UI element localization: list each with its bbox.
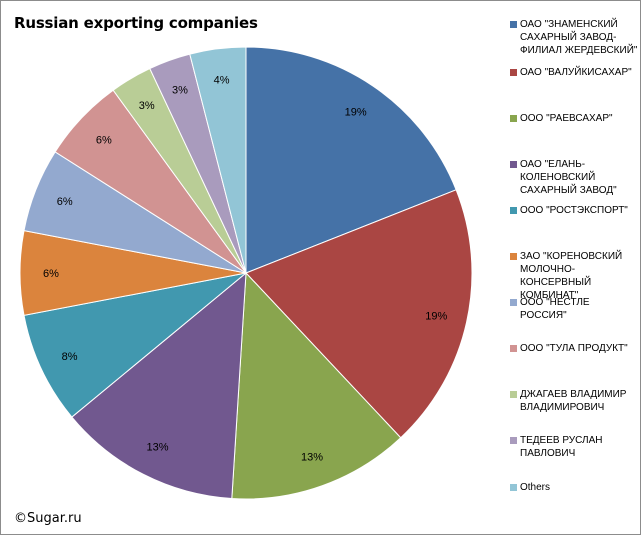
- data-label: 3%: [139, 100, 155, 112]
- pie-slice: [231, 271, 402, 500]
- legend-swatch: [510, 207, 517, 214]
- legend-label: ООО "РАЕВСАХАР": [520, 113, 613, 124]
- legend-swatch: [510, 484, 517, 491]
- legend-label: ДЖАГАЕВ ВЛАДИМИР ВЛАДИМИРОВИЧ: [520, 389, 627, 413]
- chart-title: Russian exporting companies: [14, 14, 258, 32]
- legend-swatch: [510, 253, 517, 260]
- legend-swatch: [510, 437, 517, 444]
- legend-label: ОАО "ЗНАМЕНСКИЙ САХАРНЫЙ ЗАВОД-ФИЛИАЛ ЖЕ…: [520, 19, 638, 56]
- data-label: 3%: [172, 85, 188, 97]
- data-label: 19%: [425, 311, 447, 323]
- legend-swatch: [510, 345, 517, 352]
- legend-label: ОАО "ЕЛАНЬ-КОЛЕНОВСКИЙ САХАРНЫЙ ЗАВОД": [520, 159, 617, 196]
- data-label: 6%: [57, 196, 73, 208]
- legend-label: ООО "НЕСТЛЕ РОССИЯ": [520, 297, 590, 321]
- legend-swatch: [510, 115, 517, 122]
- pie-slice: [245, 46, 457, 274]
- data-label: 13%: [146, 442, 168, 454]
- credit-text: ©Sugar.ru: [14, 511, 82, 526]
- pie-slice: [189, 46, 247, 274]
- pie-slice: [245, 189, 473, 439]
- pie-slice: [23, 272, 247, 418]
- data-label: 6%: [43, 268, 59, 280]
- legend-swatch: [510, 69, 517, 76]
- data-label: 13%: [301, 451, 323, 463]
- data-label: 8%: [62, 351, 78, 363]
- legend-swatch: [510, 161, 517, 168]
- legend-swatch: [510, 299, 517, 306]
- legend-label: ЗАО "КОРЕНОВСКИЙ МОЛОЧНО-КОНСЕРВНЫЙ КОМБ…: [520, 251, 623, 301]
- data-label: 6%: [96, 135, 112, 147]
- data-label: 4%: [214, 75, 230, 87]
- legend-label: ООО "РОСТЭКСПОРТ": [520, 205, 628, 216]
- legend-swatch: [510, 391, 517, 398]
- legend-label: ОАО "ВАЛУЙКИСАХАР": [520, 67, 632, 78]
- legend-label: Others: [520, 482, 551, 493]
- legend-swatch: [510, 21, 517, 28]
- data-label: 19%: [345, 107, 367, 119]
- legend-label: ООО "ТУЛА ПРОДУКТ": [520, 343, 628, 354]
- pie-slice: [71, 271, 247, 500]
- legend-label: ТЕДЕЕВ РУСЛАН ПАВЛОВИЧ: [520, 435, 603, 459]
